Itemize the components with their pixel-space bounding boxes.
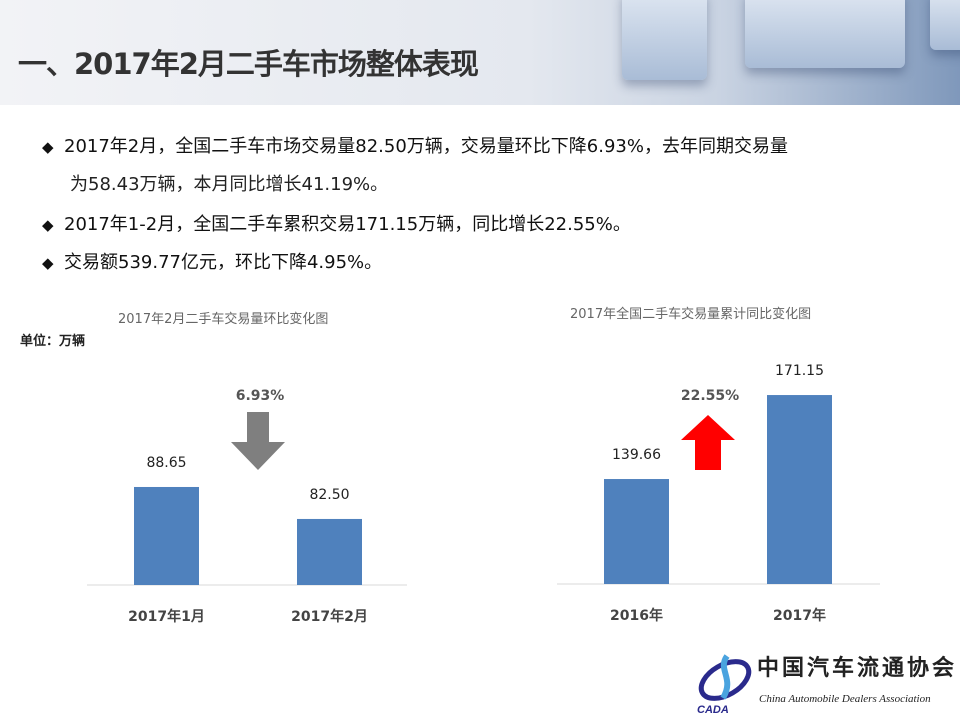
category-label: 2017年 — [773, 607, 826, 624]
annotation-label: 6.93% — [236, 388, 285, 404]
bullet-text: 2017年2月，全国二手车市场交易量82.50万辆，交易量环比下降6.93%，去… — [64, 136, 788, 157]
logo-cn-text: 中国汽车流通协会 — [757, 655, 958, 681]
data-label: 88.65 — [146, 455, 186, 471]
page-title: 一、2017年2月二手车市场整体表现 — [18, 47, 479, 81]
bar — [134, 486, 199, 585]
data-label: 171.15 — [775, 363, 824, 379]
bar — [297, 518, 362, 585]
cada-emblem-icon: CADA — [697, 654, 752, 716]
decor-cube — [622, 0, 707, 80]
bar — [604, 479, 669, 584]
bullet-item: ◆ 2017年2月，全国二手车市场交易量82.50万辆，交易量环比下降6.93%，… — [42, 130, 788, 164]
arrow-up-icon — [681, 415, 735, 470]
arrow-down-icon — [231, 412, 285, 470]
diamond-bullet-icon: ◆ — [42, 216, 54, 234]
chart-title-left: 2017年2月二手车交易量环比变化图 — [118, 312, 329, 327]
diamond-bullet-icon: ◆ — [42, 254, 54, 272]
logo-abbr: CADA — [697, 704, 729, 716]
data-label: 139.66 — [612, 447, 661, 463]
decor-cube — [745, 0, 905, 68]
logo-en-text: China Automobile Dealers Association — [759, 693, 931, 705]
diamond-bullet-icon: ◆ — [42, 138, 54, 156]
unit-label: 单位：万辆 — [20, 334, 86, 349]
bullet-text: 交易额539.77亿元，环比下降4.95%。 — [64, 252, 383, 273]
category-label: 2016年 — [610, 607, 663, 624]
bullet-text-cont: 为58.43万辆，本月同比增长41.19%。 — [70, 174, 389, 195]
bullet-item: ◆ 交易额539.77亿元，环比下降4.95%。 — [42, 246, 382, 280]
category-label: 2017年1月 — [128, 608, 205, 625]
slide-header: 一、2017年2月二手车市场整体表现 — [0, 0, 960, 105]
chart-title-right: 2017年全国二手车交易量累计同比变化图 — [570, 307, 812, 322]
category-label: 2017年2月 — [291, 608, 368, 625]
bar — [767, 395, 832, 584]
bullet-text: 2017年1-2月，全国二手车累积交易171.15万辆，同比增长22.55%。 — [64, 214, 631, 235]
cada-logo: CADA 中国汽车流通协会 China Automobile Dealers A… — [695, 652, 957, 716]
decor-cube — [930, 0, 960, 50]
data-label: 82.50 — [309, 487, 349, 503]
annotation-label: 22.55% — [681, 388, 739, 404]
bullet-item: ◆ 2017年1-2月，全国二手车累积交易171.15万辆，同比增长22.55%。 — [42, 208, 631, 242]
